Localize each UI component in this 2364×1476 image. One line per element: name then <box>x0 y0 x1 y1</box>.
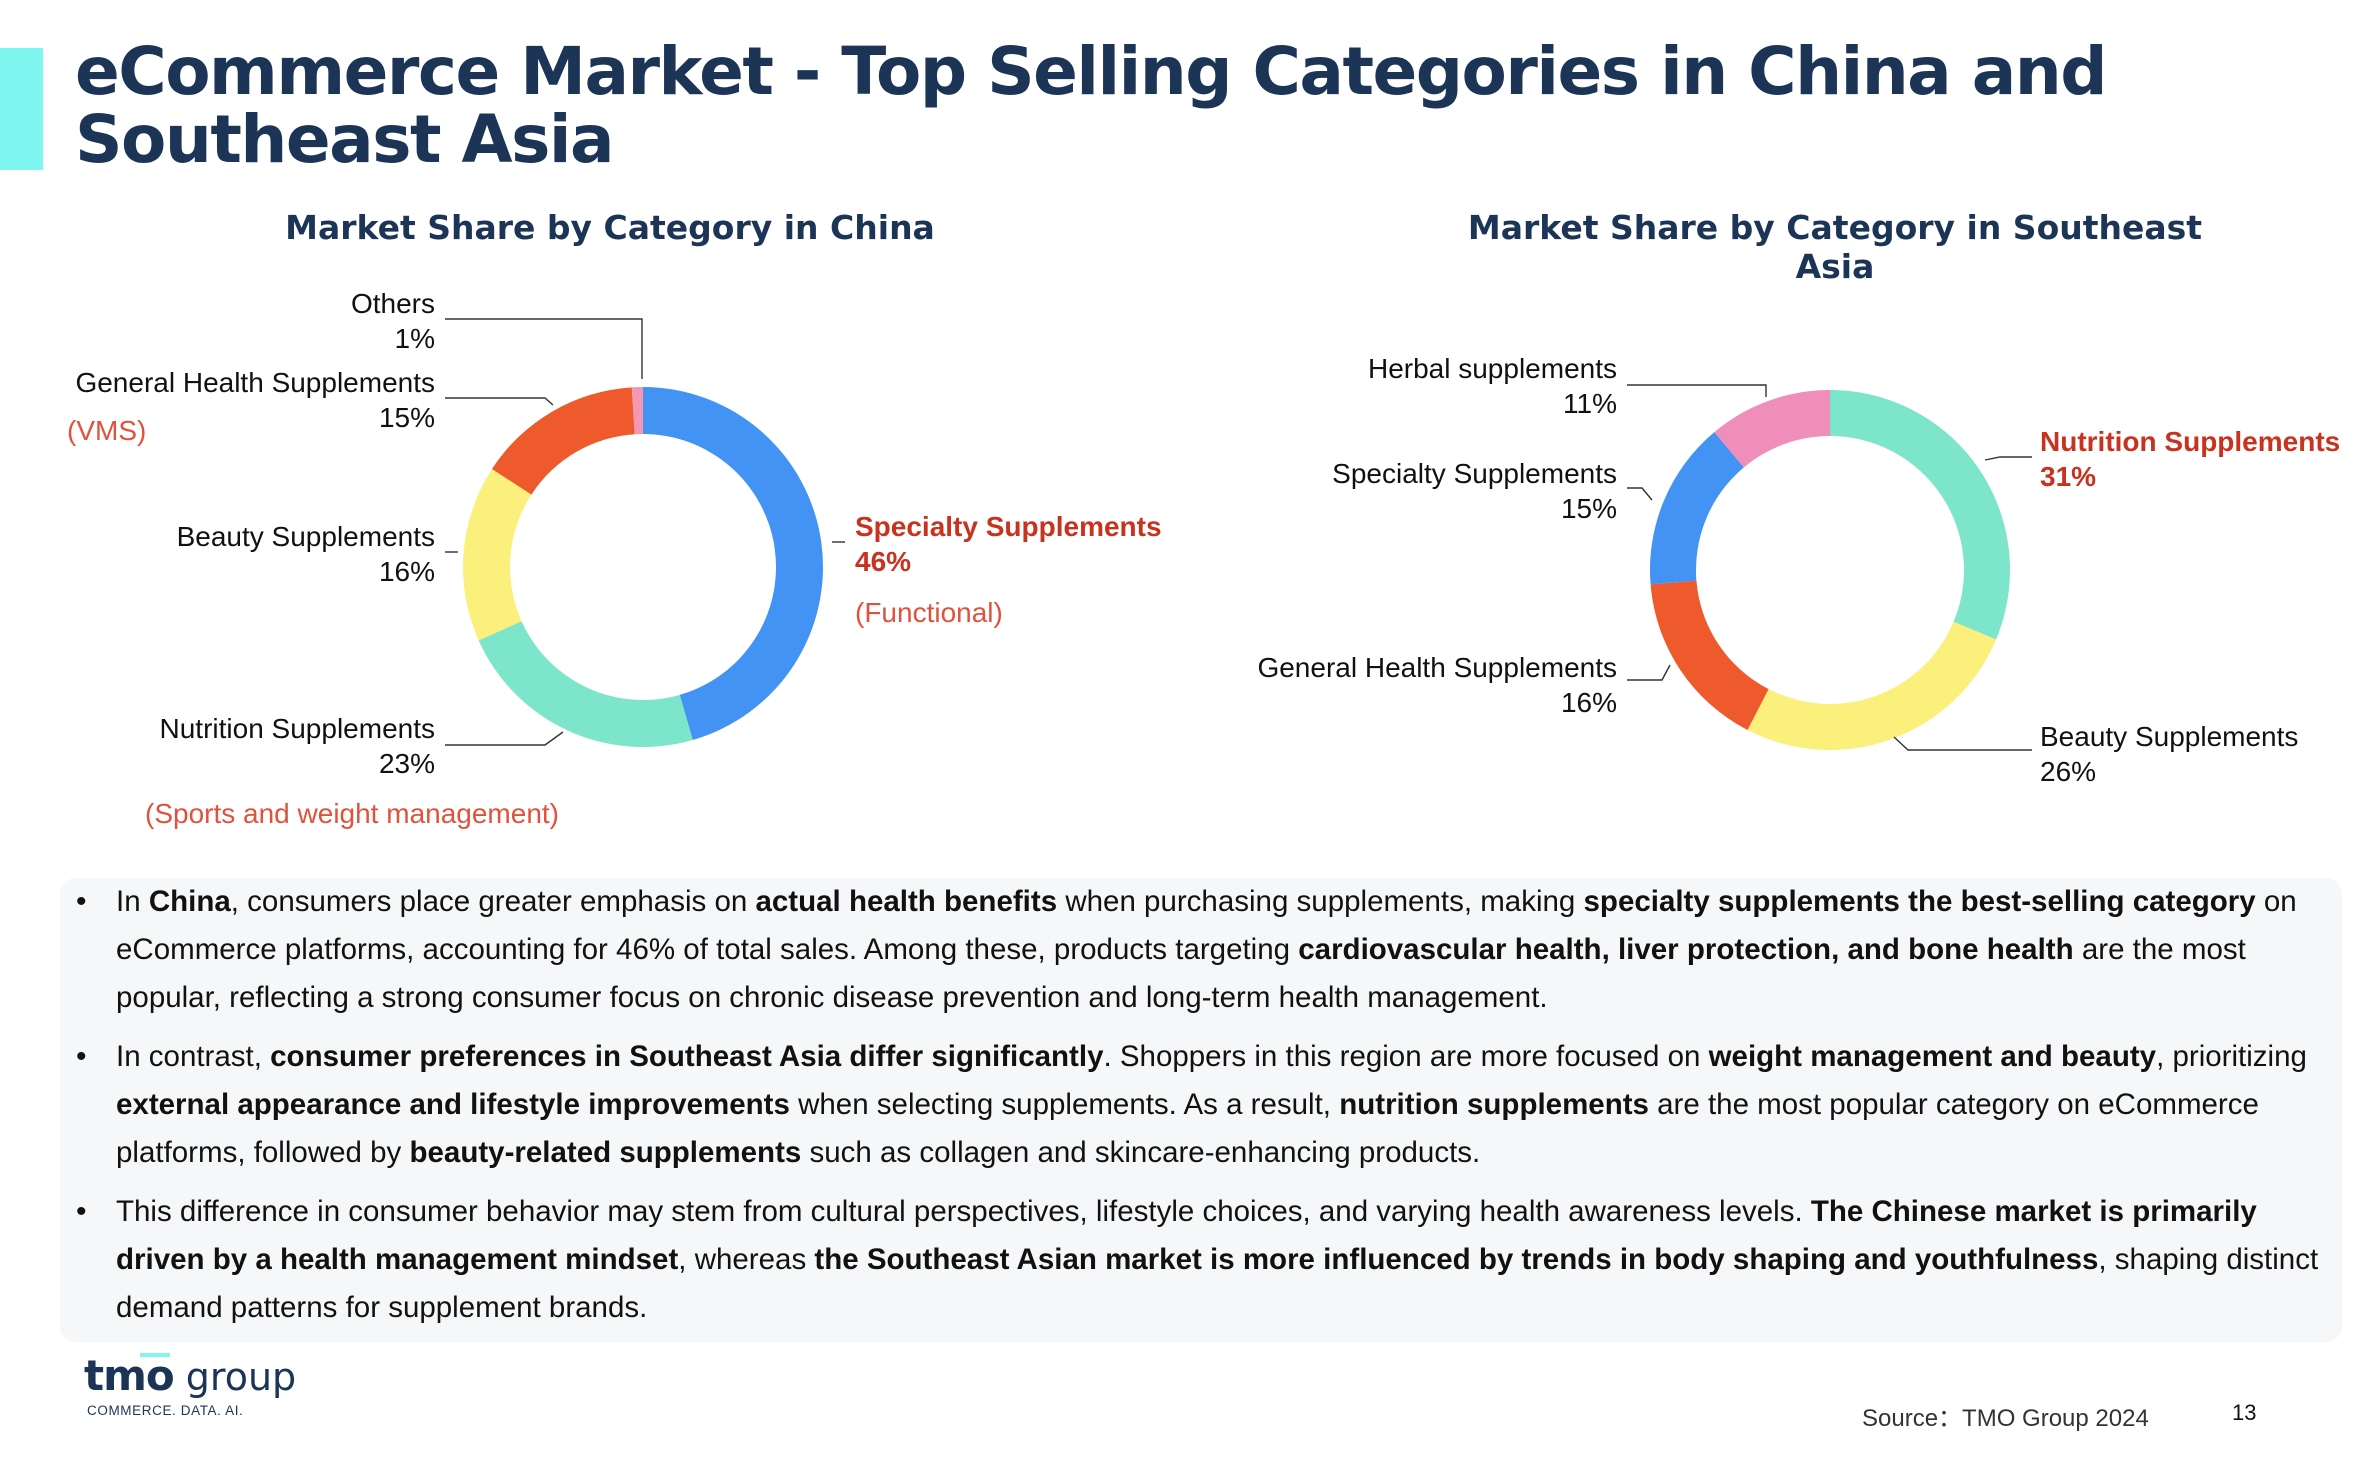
logo-group: group <box>173 1355 297 1399</box>
slice-label-0-1: Nutrition Supplements <box>160 713 435 744</box>
bullet-bold-run: weight management and beauty <box>1708 1040 2157 1073</box>
slice-value-0-0: 46% <box>855 546 911 577</box>
bullet-bold-run: actual health benefits <box>755 885 1058 918</box>
donut-slice-1-2 <box>1650 580 1769 730</box>
bullet-text-run: on eCommerce platforms, accounting for 4… <box>116 885 2297 966</box>
donut-slice-0-2 <box>463 469 532 641</box>
bullet-bold-run: cardiovascular health, liver protection,… <box>1298 933 2074 966</box>
bullet-text-run: are the most popular, reflecting a stron… <box>116 933 2246 1014</box>
slice-label-1-1: Beauty Supplements <box>2040 721 2298 752</box>
leader-line-1-3 <box>1627 487 1653 501</box>
donut-charts: Specialty Supplements 46% (Functional) Nutr… <box>67 288 2340 829</box>
leader-line-1-4 <box>1627 384 1767 397</box>
slice-value-1-0: 31% <box>2040 461 2096 492</box>
source-note: Source：TMO Group 2024 <box>1862 1405 2149 1432</box>
bullet-text-run: In contrast, <box>116 1040 271 1073</box>
slice-value-0-2: 16% <box>379 556 435 587</box>
bullet-text-run: . Shoppers in this region are more focus… <box>1103 1040 1709 1073</box>
insights-box: In China, consumers place greater emphas… <box>60 878 2342 1342</box>
bullet-text-run: , shaping distinct demand patterns for s… <box>116 1243 2319 1324</box>
donut-slice-1-0 <box>1830 390 2010 640</box>
slice-label-0-3: General Health Supplements <box>75 367 435 398</box>
bullet-text-run: In <box>116 885 149 918</box>
slice-value-0-4: 1% <box>395 323 435 354</box>
donut-slice-1-4 <box>1714 390 1830 468</box>
bullet-bold-run: China <box>148 885 231 918</box>
logo-tagline: COMMERCE. DATA. AI. <box>87 1403 244 1418</box>
slice-value-0-1: 23% <box>379 748 435 779</box>
leader-line-0-3 <box>445 397 554 406</box>
slice-note-0-0: (Functional) <box>855 597 1003 628</box>
bullet-text-run: , whereas <box>678 1243 815 1276</box>
bullet-bold-run: nutrition supplements <box>1339 1088 1649 1121</box>
slice-label-0-4: Others <box>351 288 435 319</box>
bullet-text-run: such as collagen and skincare-enhancing … <box>801 1136 1481 1169</box>
slice-value-1-4: 11% <box>1563 388 1617 419</box>
slice-value-1-3: 15% <box>1561 493 1617 524</box>
logo-tmo: tmo <box>84 1351 175 1400</box>
leader-line-1-0 <box>1984 456 2032 461</box>
bullet-bold-run: The Chinese market is primarily driven b… <box>116 1195 2257 1276</box>
slice-label-0-0: Specialty Supplements <box>855 511 1162 542</box>
donut-slice-0-3 <box>491 387 635 495</box>
china-chart-title: Market Share by Category in China <box>285 208 935 247</box>
slice-label-1-0: Nutrition Supplements <box>2040 426 2340 457</box>
bullet-text-run: when selecting supplements. As a result, <box>789 1088 1340 1121</box>
slice-value-1-1: 26% <box>2040 756 2096 787</box>
slice-label-1-2: General Health Supplements <box>1257 652 1617 683</box>
bullet-bold-run: specialty supplements the best-selling c… <box>1583 885 2256 918</box>
slice-value-0-3: 15% <box>379 402 435 433</box>
slice-note-0-1: (Sports and weight management) <box>145 798 559 829</box>
logo-accent <box>140 1353 170 1357</box>
bullet-text-run: are the most popular category on eCommer… <box>116 1088 2259 1169</box>
bullet-bold-run: beauty-related supplements <box>409 1136 802 1169</box>
leader-line-1-1 <box>1893 736 2032 751</box>
title-accent-bar <box>0 48 43 170</box>
bullet-text-run: , prioritizing <box>2156 1040 2307 1073</box>
leader-line-0-1 <box>445 731 564 746</box>
slice-label-0-2: Beauty Supplements <box>177 521 435 552</box>
bullet-bold-run: external appearance and lifestyle improv… <box>116 1088 790 1121</box>
insight-bullet-difference: This difference in consumer behavior may… <box>76 1188 2331 1332</box>
page-number: 13 <box>2232 1400 2257 1425</box>
slice-value-1-2: 16% <box>1561 687 1617 718</box>
bullet-text-run: when purchasing supplements, making <box>1057 885 1584 918</box>
donut-slice-0-0 <box>643 387 824 740</box>
donut-slice-0-1 <box>478 621 693 747</box>
slice-label-1-4: Herbal supplements <box>1368 353 1617 384</box>
donut-slice-1-1 <box>1747 621 1997 750</box>
bullet-bold-run: the Southeast Asian market is more influ… <box>814 1243 2099 1276</box>
page-title: eCommerce Market - Top Selling Categorie… <box>75 33 2107 178</box>
sea-chart-title: Market Share by Category in Southeast As… <box>1467 208 2203 286</box>
insight-bullet-china: In China, consumers place greater emphas… <box>76 878 2331 1022</box>
insight-bullet-sea: In contrast, consumer preferences in Sou… <box>76 1033 2331 1177</box>
slice-label-1-3: Specialty Supplements <box>1332 458 1617 489</box>
bullet-text-run: This difference in consumer behavior may… <box>116 1195 1811 1228</box>
bullet-bold-run: consumer preferences in Southeast Asia d… <box>270 1040 1104 1073</box>
bullet-text-run: , consumers place greater emphasis on <box>230 885 756 918</box>
leader-line-0-4 <box>445 318 643 379</box>
donut-slice-1-3 <box>1650 432 1744 585</box>
slice-note-0-3: (VMS) <box>67 415 146 446</box>
leader-line-1-2 <box>1627 664 1671 681</box>
tmo-group-logo: tmo group <box>84 1352 296 1401</box>
donut-slice-0-4 <box>631 387 643 435</box>
